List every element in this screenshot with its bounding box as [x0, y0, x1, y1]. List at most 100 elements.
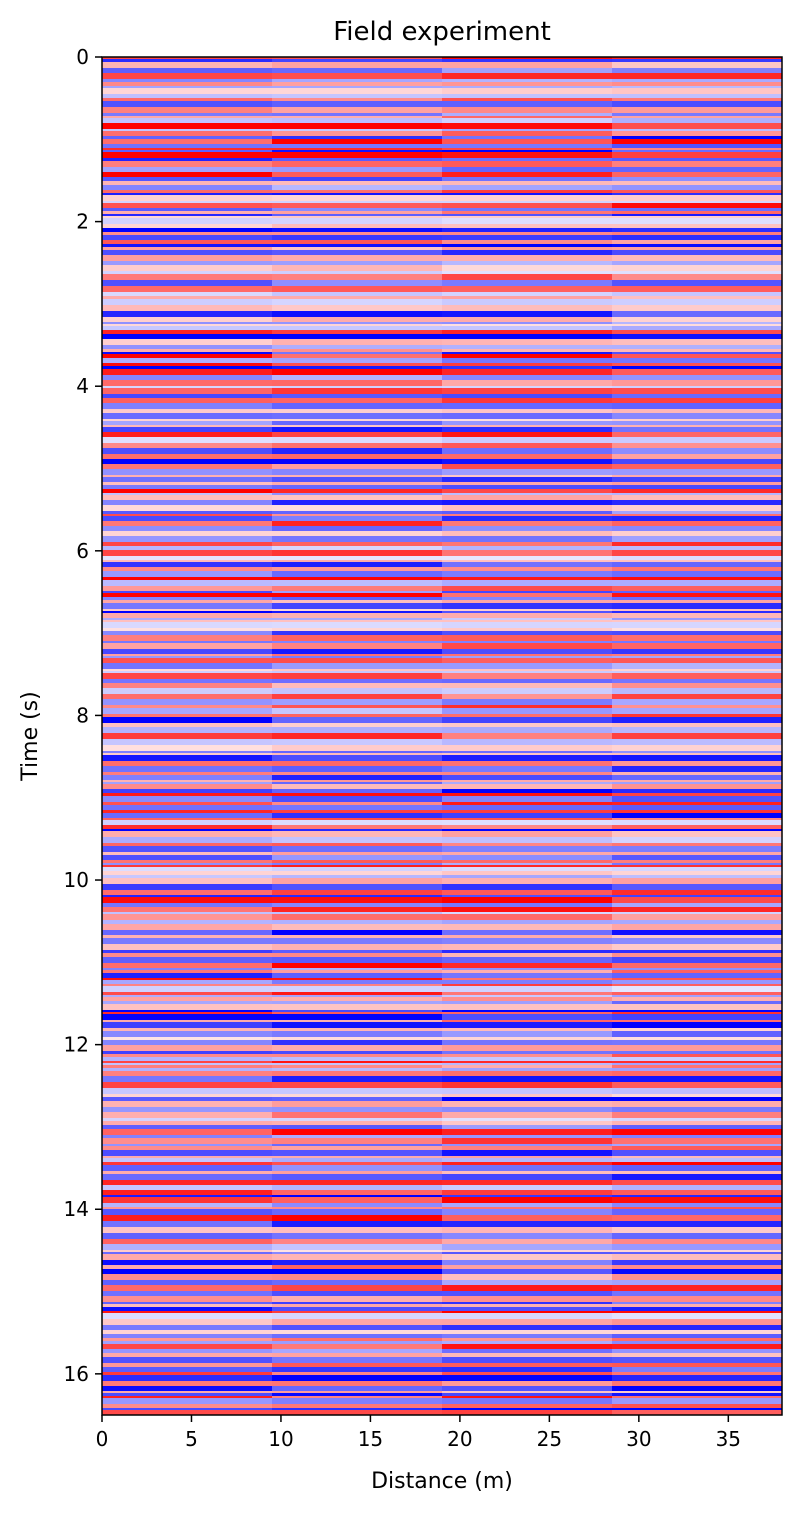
heatmap-cell: [272, 57, 443, 60]
heatmap-cell: [442, 82, 613, 87]
heatmap-cell: [102, 984, 273, 987]
heatmap-cell: [612, 454, 782, 460]
heatmap-cell: [612, 352, 782, 355]
heatmap-cell: [612, 714, 782, 718]
heatmap-cell: [442, 1031, 613, 1038]
heatmap-cell: [102, 437, 273, 444]
heatmap-cell: [102, 813, 273, 819]
heatmap-cell: [102, 526, 273, 532]
heatmap-cell: [612, 1051, 782, 1055]
heatmap-cell: [102, 562, 273, 568]
heatmap-cell: [102, 973, 273, 979]
heatmap-cell: [612, 1349, 782, 1354]
heatmap-cell: [612, 673, 782, 680]
heatmap-cell: [442, 997, 613, 1002]
heatmap-cell: [102, 683, 273, 689]
heatmap-cell: [442, 375, 613, 381]
heatmap-cell: [272, 953, 443, 958]
heatmap-cell: [442, 1269, 613, 1275]
heatmap-cell: [272, 1028, 443, 1032]
heatmap-cell: [272, 1215, 443, 1222]
heatmap-cell: [272, 1063, 443, 1066]
heatmap-cell: [272, 299, 443, 306]
heatmap-cell: [102, 600, 273, 604]
heatmap-cell: [102, 871, 273, 876]
heatmap-cell: [102, 330, 273, 335]
heatmap-cell: [612, 643, 782, 650]
x-axis: 0 5 10 15 20 25 30 35: [96, 1415, 741, 1451]
heatmap-cell: [272, 305, 443, 312]
heatmap-cell: [272, 1221, 443, 1228]
heatmap-cell: [102, 1144, 273, 1147]
heatmap-cell: [102, 912, 273, 915]
heatmap-cell: [272, 1022, 443, 1029]
heatmap-cell: [102, 394, 273, 399]
heatmap-cell: [612, 493, 782, 496]
heatmap-cell: [272, 1014, 443, 1021]
heatmap-cell: [272, 669, 443, 672]
heatmap-cell: [612, 837, 782, 844]
heatmap-cell: [442, 366, 613, 370]
heatmap-cell: [272, 493, 443, 496]
heatmap-cell: [102, 1014, 273, 1021]
heatmap-cell: [102, 843, 273, 847]
heatmap-cell: [102, 957, 273, 964]
heatmap-cell: [102, 464, 273, 470]
heatmap-cell: [442, 1094, 613, 1098]
heatmap-cell: [442, 317, 613, 323]
heatmap-cell: [102, 1101, 273, 1108]
heatmap-cell: [102, 185, 273, 191]
heatmap-cell: [612, 208, 782, 212]
heatmap-cell: [102, 597, 273, 601]
heatmap-cell: [612, 339, 782, 346]
heatmap-cell: [102, 1057, 273, 1062]
heatmap-cell: [442, 427, 613, 433]
heatmap-cell: [442, 68, 613, 74]
heatmap-cell: [442, 1393, 613, 1397]
heatmap-cell: [442, 1207, 613, 1210]
heatmap-cell: [102, 641, 273, 644]
heatmap-cell: [272, 144, 443, 149]
heatmap-cell: [102, 88, 273, 95]
heatmap-cell: [272, 477, 443, 483]
heatmap-cell: [272, 1082, 443, 1089]
heatmap-cell: [102, 59, 273, 63]
heatmap-cell: [272, 620, 443, 623]
heatmap-cell: [442, 107, 613, 114]
heatmap-cell: [442, 247, 613, 251]
heatmap-cell: [612, 723, 782, 728]
heatmap-cell: [272, 296, 443, 300]
heatmap-cell: [612, 560, 782, 563]
heatmap-cell: [442, 813, 613, 819]
heatmap-cell: [272, 129, 443, 132]
heatmap-cell: [272, 1185, 443, 1191]
heatmap-cell: [102, 1065, 273, 1069]
heatmap-cell: [102, 398, 273, 404]
heatmap-cell: [102, 935, 273, 939]
heatmap-cell: [612, 286, 782, 293]
heatmap-cell: [442, 970, 613, 974]
heatmap-cell: [272, 1233, 443, 1240]
heatmap-cell: [442, 454, 613, 460]
heatmap-cell: [102, 708, 273, 715]
heatmap-cell: [442, 299, 613, 306]
heatmap-cell: [442, 739, 613, 746]
heatmap-cell: [272, 673, 443, 680]
heatmap-cell: [272, 766, 443, 773]
heatmap-cell: [612, 577, 782, 581]
heatmap-cell: [442, 1061, 613, 1064]
heatmap-cell: [442, 1304, 613, 1308]
heatmap-cell: [612, 884, 782, 891]
heatmap-cell: [442, 62, 613, 69]
heatmap-cell: [612, 464, 782, 470]
heatmap-cell: [612, 475, 782, 478]
heatmap-cell: [612, 1094, 782, 1098]
heatmap-cell: [272, 158, 443, 162]
heatmap-cell: [102, 613, 273, 619]
heatmap-cell: [612, 755, 782, 762]
heatmap-cell: [442, 1101, 613, 1108]
heatmap-cell: [612, 852, 782, 856]
heatmap-cell: [102, 577, 273, 581]
heatmap-cell: [442, 603, 613, 610]
heatmap-cell: [272, 546, 443, 551]
